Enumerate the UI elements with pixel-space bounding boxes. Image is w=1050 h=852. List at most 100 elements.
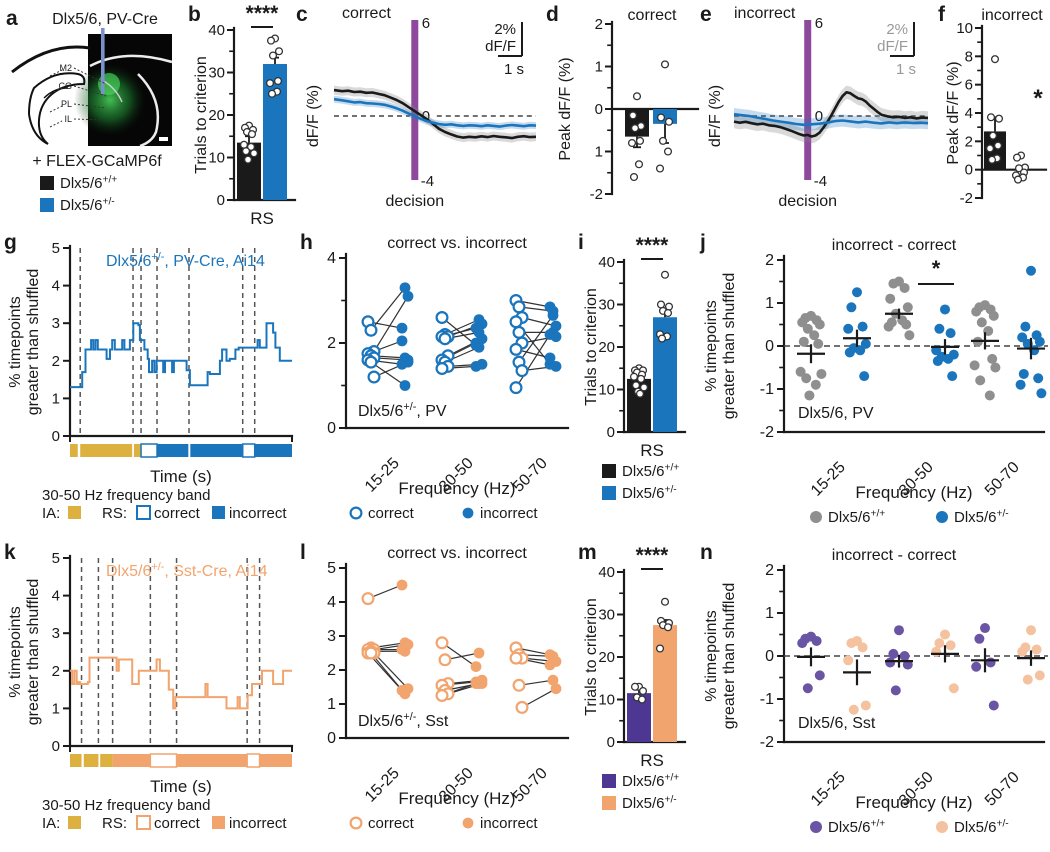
data-point [848, 704, 859, 715]
data-point [985, 657, 996, 668]
y-tick-label: 3 [52, 625, 60, 642]
data-point [655, 164, 665, 173]
trace-chart-incorrect: incorrect dF/F (%) 6 0 -4 decision 2%dF/F 1 s [707, 5, 929, 210]
incorrect-point [399, 380, 411, 391]
data-point [986, 113, 996, 122]
step-plot: 0 1 2 3 4 5 % timepoints greater than shuffled D… [7, 240, 294, 522]
data-point [885, 657, 896, 668]
panel-letter-h: h [300, 231, 313, 254]
legend-correct-label: correct [368, 505, 415, 522]
correct-point [435, 362, 449, 376]
y-tick-label: 0 [765, 648, 774, 665]
trace-line [333, 97, 537, 128]
decision-label: decision [385, 193, 444, 210]
y-tick-label: 40 [598, 254, 615, 271]
y-tick-label: 4 [327, 594, 336, 611]
band-segment [190, 444, 243, 457]
group-scatter-sst: incorrect - correct 2 1 0 -1 -2 % timepoints gr… [703, 547, 1048, 836]
data-point [811, 635, 822, 646]
data-point [814, 670, 825, 681]
y-tick-label: 0 [607, 424, 615, 441]
trace-line [333, 88, 537, 140]
svg-text:greater than shuffled: greater than shuffled [25, 579, 42, 725]
data-point [265, 79, 275, 88]
x-axis-label: Frequency (Hz) [855, 483, 972, 502]
scale-bottom-label: -4 [421, 173, 434, 190]
y-tick-label: 2 [765, 562, 774, 579]
y-tick-label: 2 [327, 335, 336, 352]
data-point [663, 308, 673, 318]
data-point [857, 642, 868, 653]
x-axis-label: RS [640, 441, 664, 460]
significance-star: * [932, 256, 941, 281]
incorrect-point [399, 645, 411, 657]
panel-m: m 0 10 20 30 40 Trials to criterion **** RS Dlx5… [578, 542, 700, 852]
data-point [630, 124, 640, 133]
data-point [664, 302, 674, 311]
data-point [627, 138, 637, 148]
step-plot: 0 1 2 3 4 5 % timepoints greater than shuffled D… [7, 550, 294, 832]
data-point [932, 356, 943, 367]
data-point [273, 76, 283, 86]
y-tick-label: 3 [327, 628, 336, 645]
legend-swatch [602, 464, 616, 478]
x-axis-label: Time (s) [150, 467, 212, 486]
virus-caption: + FLEX-GCaMP6f [32, 153, 162, 170]
bar-plot: 0 10 20 30 40 Trials to criterion **** RS Dlx5/6… [583, 234, 687, 502]
band-segment [112, 754, 151, 767]
y-tick-label: 1 [765, 605, 774, 622]
band-correct [246, 753, 261, 768]
data-point [630, 682, 640, 691]
anatomy-diagram: Dlx5/6, PV-Cre M2 CG PL IL + FLEX-GCaMP6f Dlx5… [11, 11, 173, 214]
y-tick-label: 2 [52, 663, 60, 680]
legend-label: Dlx5/6+/- [622, 794, 677, 812]
data-point [988, 131, 998, 140]
y-tick-label: 5 [327, 560, 336, 577]
data-point [934, 638, 945, 649]
data-point [945, 328, 956, 339]
scalebar-amp: 2% [886, 21, 908, 38]
paired-plot: correct vs. incorrect 0 2 4 Dlx5/6+/-, PV 15-… [327, 235, 570, 522]
y-tick-label: 30 [208, 65, 225, 82]
bar-plot: 0 10 20 30 40 Trials to criterion **** RS [193, 2, 297, 228]
data-point [846, 302, 857, 313]
pair-line [373, 652, 409, 690]
region-label: IL [64, 114, 72, 124]
genotype-label: Dlx5/6+/-, PV-Cre, Ai14 [106, 251, 265, 270]
legend-label-wt: Dlx5/6+/+ [828, 508, 885, 526]
bar-plot: 2 1 0 1 -2 Peak dF/F (%) correct [557, 7, 700, 203]
data-point [860, 700, 871, 711]
legend-icon-wt [810, 511, 822, 523]
legend-correct-label: correct [154, 505, 201, 522]
y-axis-label: Trials to criterion [583, 288, 600, 406]
incorrect-point [399, 282, 411, 294]
data-point [843, 655, 854, 666]
y-tick-label: 30 [598, 607, 615, 624]
bar [653, 625, 677, 742]
data-point [814, 319, 825, 330]
data-point [899, 651, 910, 661]
data-point [1034, 670, 1045, 681]
y-tick-label: 1 [595, 59, 603, 76]
legend-ia-label: IA: [42, 505, 60, 522]
correct-point [438, 653, 452, 667]
legend-incorrect-swatch [212, 506, 225, 519]
data-point [1022, 674, 1033, 685]
data-point [1015, 379, 1026, 390]
y-axis-label: Peak dF/F (%) [557, 57, 574, 160]
legend-incorrect-icon [462, 817, 474, 829]
data-point [1026, 625, 1036, 636]
incorrect-point [402, 356, 414, 368]
panel-d: d 2 1 0 1 -2 Peak dF/F (%) correct [546, 4, 704, 226]
step-line [70, 656, 292, 710]
legend-label: Dlx5/6+/+ [60, 174, 117, 192]
data-point [802, 683, 813, 694]
data-point [638, 686, 648, 696]
y-tick-label: 0 [595, 101, 603, 118]
data-point [984, 390, 995, 401]
y-axis-label: % timepoints [7, 606, 24, 698]
data-point [969, 360, 980, 371]
data-point [988, 700, 999, 711]
band-legend-title: 30-50 Hz frequency band [42, 487, 210, 504]
y-tick-label: 0 [965, 162, 973, 179]
